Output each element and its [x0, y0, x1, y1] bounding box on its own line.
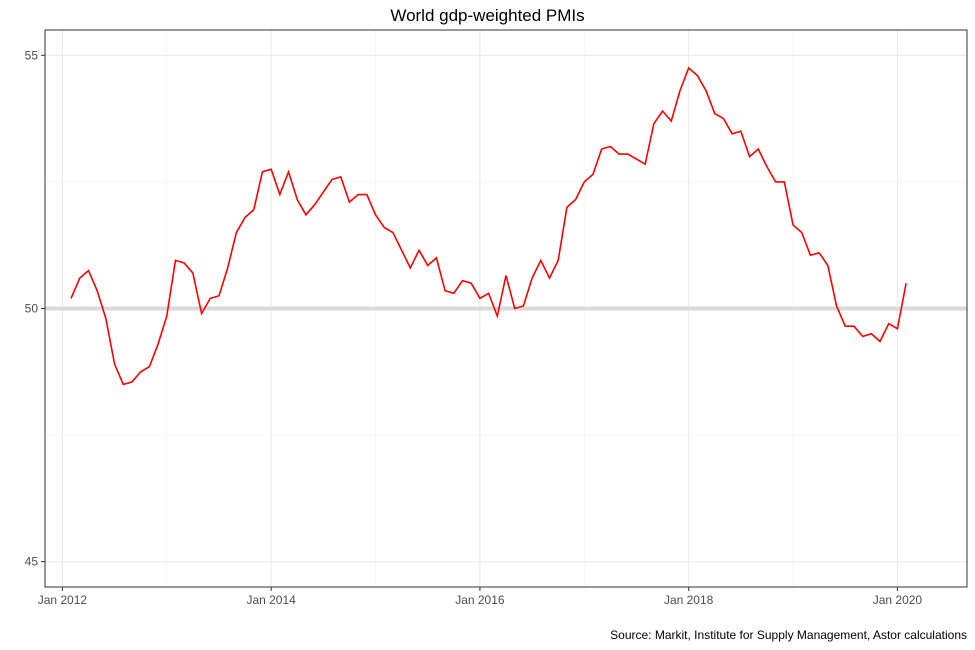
- x-tick-label: Jan 2020: [873, 593, 923, 607]
- x-tick-label: Jan 2012: [38, 593, 88, 607]
- y-axis: 45 50 55: [25, 48, 45, 569]
- series-line: [70, 66, 907, 386]
- chart-title: World gdp-weighted PMIs: [390, 6, 585, 25]
- x-tick-label: Jan 2014: [246, 593, 296, 607]
- x-tick-label: Jan 2018: [664, 593, 714, 607]
- y-tick-label: 55: [25, 48, 39, 62]
- source-caption: Source: Markit, Institute for Supply Man…: [610, 628, 967, 642]
- x-tick-label: Jan 2016: [455, 593, 505, 607]
- y-tick-label: 45: [25, 555, 39, 569]
- x-axis: Jan 2012 Jan 2014 Jan 2016 Jan 2018 Jan 2020: [38, 587, 923, 607]
- y-tick-label: 50: [25, 302, 39, 316]
